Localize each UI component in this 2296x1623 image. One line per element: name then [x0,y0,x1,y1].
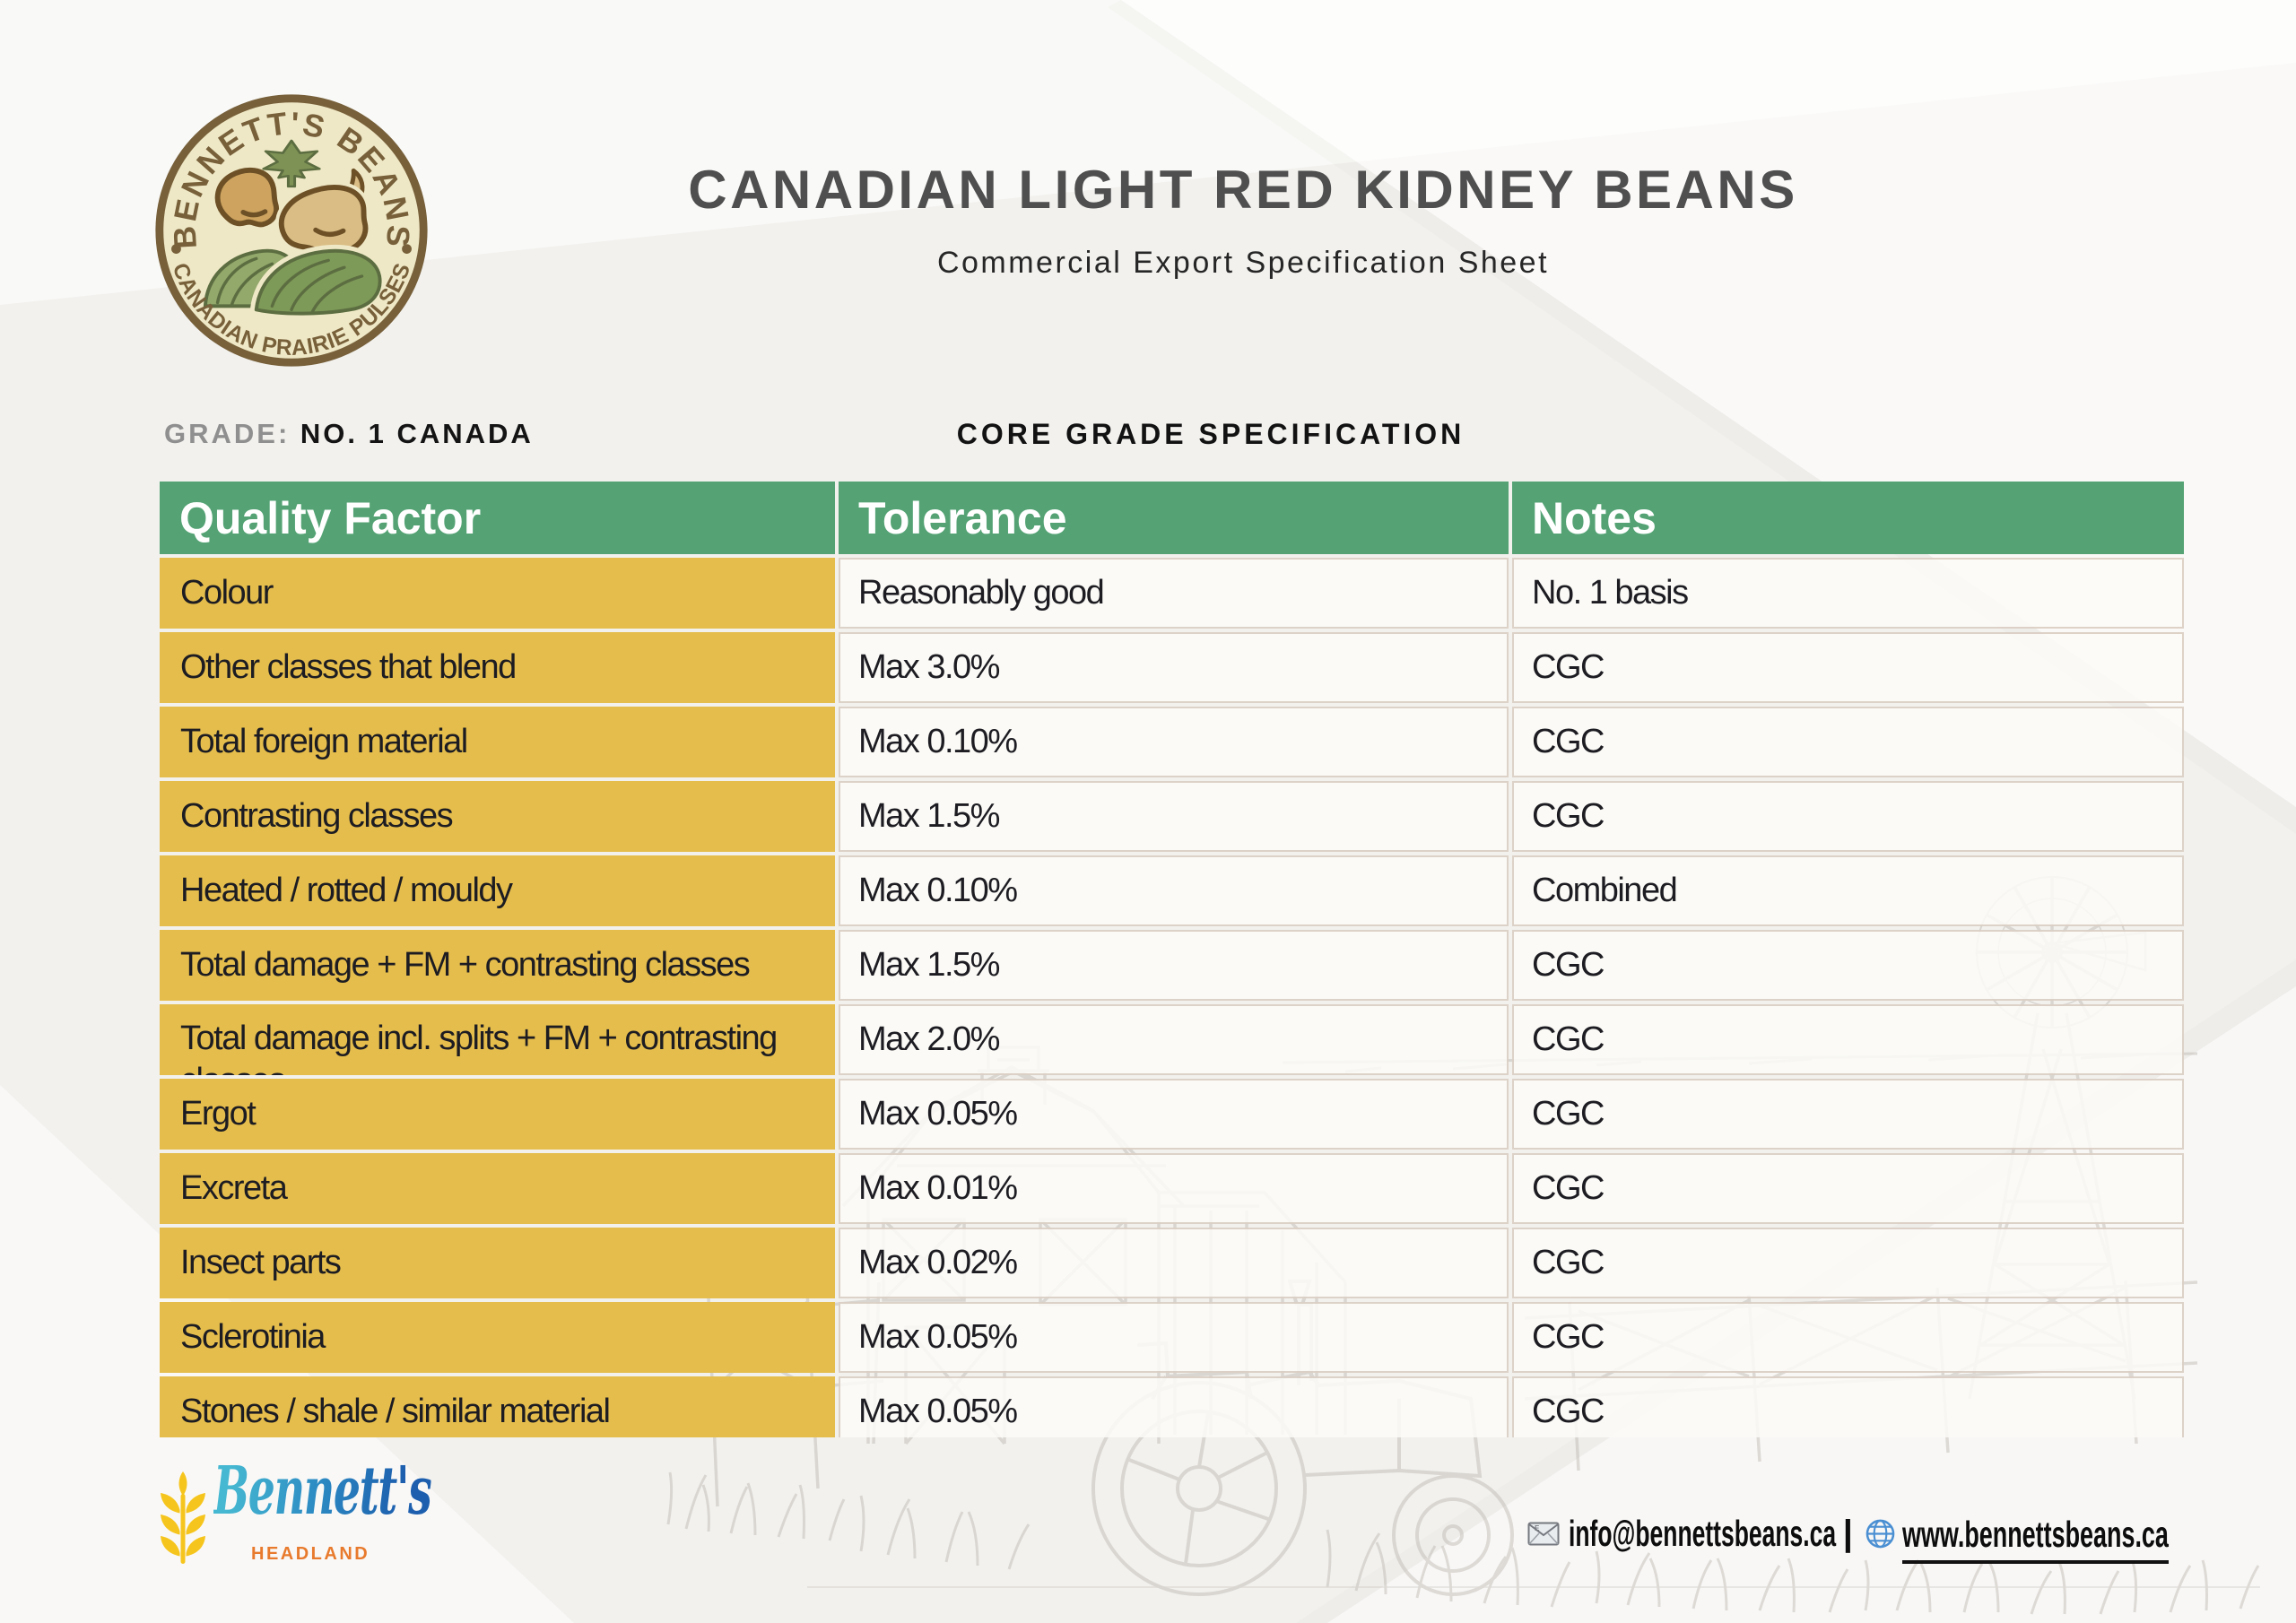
table-row: Total damage + FM + contrasting classes … [160,930,2184,1001]
brand-subtitle: HEADLAND [251,1544,370,1564]
maple-leaf-icon [262,139,321,188]
cell-tolerance: Reasonably good [839,558,1509,629]
cell-notes: CGC [1512,707,2184,777]
cell-notes: Combined [1512,855,2184,926]
wheat-icon [161,1471,205,1564]
cell-tolerance: Max 2.0% [839,1004,1509,1075]
cell-factor: Other classes that blend [160,632,835,703]
table-row: Sclerotinia Max 0.05% CGC [160,1302,2184,1373]
cell-notes: CGC [1512,1228,2184,1298]
globe-icon [1866,1519,1895,1548]
cell-factor: Total damage + FM + contrasting classes [160,930,835,1001]
cell-notes: CGC [1512,781,2184,852]
contact-separator: | [1842,1513,1853,1553]
contact-website[interactable]: www.bennettsbeans.ca [1902,1513,2169,1555]
header-cell-notes: Notes [1512,482,2184,554]
grade-line: GRADE: NO. 1 CANADA [164,418,534,450]
envelope-icon: E [1527,1522,1560,1545]
cell-factor: Sclerotinia [160,1302,835,1373]
table-row: Other classes that blend Max 3.0% CGC [160,632,2184,703]
spec-table: Quality Factor Tolerance Notes Colour Re… [160,482,2184,1437]
cell-tolerance: Max 0.10% [839,707,1509,777]
cell-tolerance: Max 0.01% [839,1153,1509,1224]
cell-tolerance: Max 1.5% [839,930,1509,1001]
document-header: CANADIAN LIGHT RED KIDNEY BEANS Commerci… [682,163,1805,281]
brand-script-name: Bennett's [213,1453,432,1530]
cell-factor: Colour [160,558,835,629]
cell-factor: Heated / rotted / mouldy [160,855,835,926]
cell-tolerance: Max 0.05% [839,1302,1509,1373]
cell-factor: Total damage incl. splits + FM + contras… [160,1004,835,1075]
grade-label: GRADE: [164,418,291,449]
badge-right-dot [402,244,412,255]
grade-value: NO. 1 CANADA [300,418,534,449]
cell-tolerance: Max 0.05% [839,1079,1509,1150]
cell-factor: Ergot [160,1079,835,1150]
cell-tolerance: Max 0.05% [839,1376,1509,1437]
table-row: Excreta Max 0.01% CGC [160,1153,2184,1224]
contact-email[interactable]: info@bennettsbeans.ca [1568,1512,1836,1554]
header-cell-quality-factor: Quality Factor [160,482,835,554]
footer-contact: E info@bennettsbeans.ca | www.bennettsbe… [1527,1512,2169,1564]
table-row: Total foreign material Max 0.10% CGC [160,707,2184,777]
table-row: Heated / rotted / mouldy Max 0.10% Combi… [160,855,2184,926]
cell-notes: CGC [1512,930,2184,1001]
table-row: Stones / shale / similar material Max 0.… [160,1376,2184,1437]
table-header-row: Quality Factor Tolerance Notes [160,482,2184,554]
cell-tolerance: Max 0.10% [839,855,1509,926]
footer-brand: Bennett's HEADLAND [158,1453,570,1605]
cell-factor: Total foreign material [160,707,835,777]
cell-factor: Excreta [160,1153,835,1224]
cell-notes: CGC [1512,1153,2184,1224]
brand-badge-logo: BENNETT'S BEANS CANADIAN PRAIRIE PULSES [155,94,428,367]
cell-notes: CGC [1512,1302,2184,1373]
table-row: Contrasting classes Max 1.5% CGC [160,781,2184,852]
table-row: Colour Reasonably good No. 1 basis [160,558,2184,629]
cell-notes: No. 1 basis [1512,558,2184,629]
cell-notes: CGC [1512,1004,2184,1075]
svg-text:E: E [1535,1524,1540,1532]
table-row: Total damage incl. splits + FM + contras… [160,1004,2184,1075]
cell-tolerance: Max 1.5% [839,781,1509,852]
badge-left-dot [171,244,181,255]
page-subtitle: Commercial Export Specification Sheet [936,246,1550,280]
header-cell-tolerance: Tolerance [839,482,1509,554]
cell-factor: Contrasting classes [160,781,835,852]
cell-tolerance: Max 3.0% [839,632,1509,703]
field-hills-icon [203,244,387,320]
cell-notes: CGC [1512,1079,2184,1150]
cell-notes: CGC [1512,1376,2184,1437]
table-row: Ergot Max 0.05% CGC [160,1079,2184,1150]
cell-notes: CGC [1512,632,2184,703]
bean-icons [214,167,372,260]
page-title: CANADIAN LIGHT RED KIDNEY BEANS [688,160,1798,220]
cell-factor: Insect parts [160,1228,835,1298]
table-row: Insect parts Max 0.02% CGC [160,1228,2184,1298]
cell-tolerance: Max 0.02% [839,1228,1509,1298]
cell-factor: Stones / shale / similar material [160,1376,835,1437]
section-title: CORE GRADE SPECIFICATION [956,418,1465,450]
